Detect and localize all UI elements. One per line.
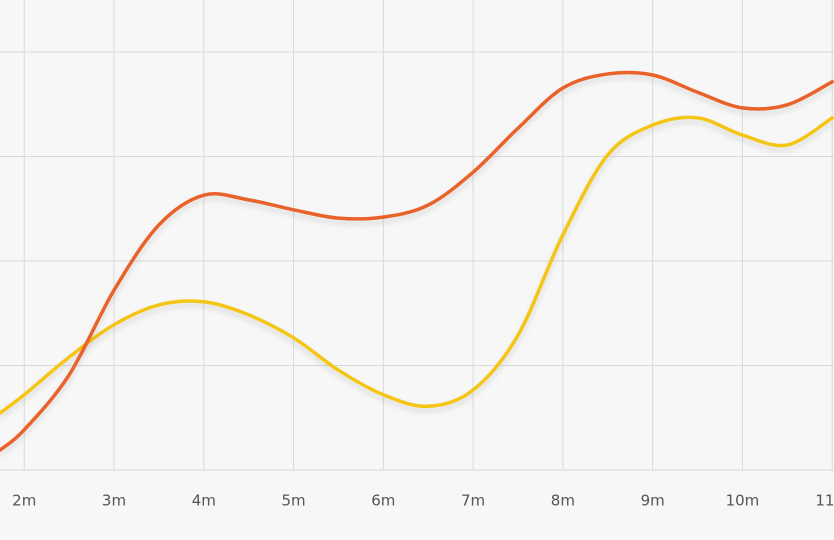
x-tick-label: 9m xyxy=(641,492,665,510)
x-tick-label: 6m xyxy=(371,492,395,510)
line xyxy=(0,70,834,452)
x-tick-label: 5m xyxy=(281,492,305,510)
x-tick-label: 8m xyxy=(551,492,575,510)
x-tick-label: 7m xyxy=(461,492,485,510)
x-tick-label: 4m xyxy=(192,492,216,510)
x-tick-label: 10m xyxy=(726,492,760,510)
x-tick-label: 2m xyxy=(12,492,36,510)
x-tick-label: 3m xyxy=(102,492,126,510)
x-tick-label: 11m xyxy=(815,492,834,510)
line xyxy=(0,115,834,415)
